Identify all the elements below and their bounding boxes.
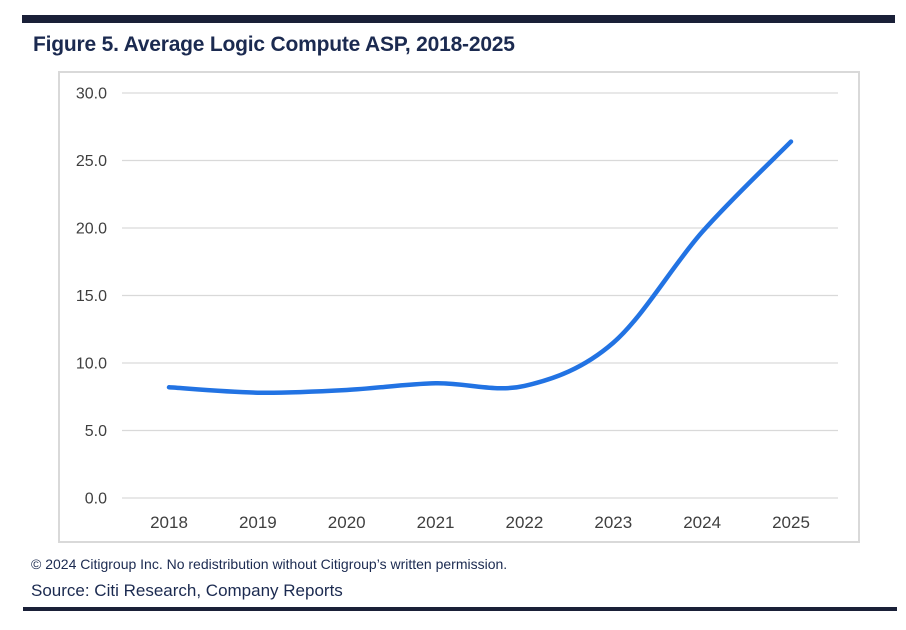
svg-text:15.0: 15.0	[76, 288, 107, 305]
svg-text:2020: 2020	[328, 513, 366, 532]
source-note: Source: Citi Research, Company Reports	[31, 581, 343, 600]
line-chart: 0.0 5.0 10.0 15.0 20.0 25.0 30.0 2018 2019 2020 20…	[76, 86, 838, 532]
svg-text:2018: 2018	[150, 513, 188, 532]
svg-text:20.0: 20.0	[76, 221, 107, 238]
svg-text:10.0: 10.0	[76, 356, 107, 373]
svg-text:2021: 2021	[417, 513, 455, 532]
svg-text:2023: 2023	[594, 513, 632, 532]
svg-text:30.0: 30.0	[76, 86, 107, 103]
copyright-note: © 2024 Citigroup Inc. No redistribution …	[31, 556, 508, 572]
svg-text:5.0: 5.0	[85, 423, 107, 440]
svg-text:25.0: 25.0	[76, 153, 107, 170]
svg-text:2019: 2019	[239, 513, 277, 532]
chart-area: 0.0 5.0 10.0 15.0 20.0 25.0 30.0 2018 2019 2020 20…	[58, 71, 860, 543]
top-accent-bar	[22, 15, 895, 23]
svg-text:2022: 2022	[506, 513, 544, 532]
svg-text:2024: 2024	[683, 513, 721, 532]
figure-title: Figure 5. Average Logic Compute ASP, 201…	[33, 33, 515, 56]
svg-text:2025: 2025	[772, 513, 810, 532]
bottom-accent-bar	[23, 607, 897, 611]
svg-text:0.0: 0.0	[85, 491, 107, 508]
